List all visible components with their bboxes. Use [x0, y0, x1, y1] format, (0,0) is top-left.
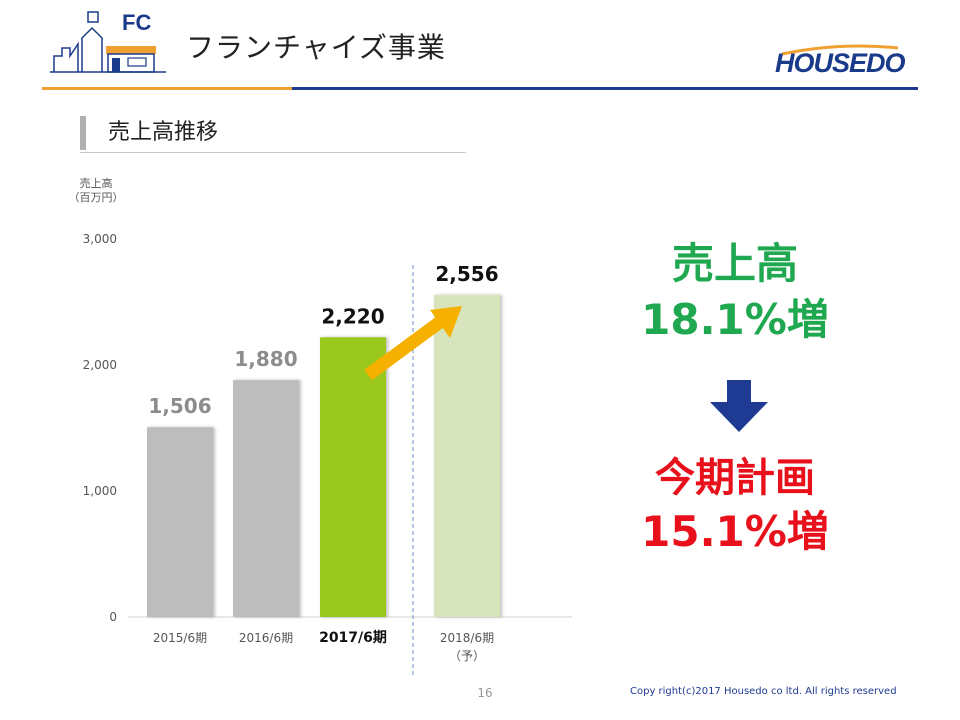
- y-tick-label: 2,000: [83, 358, 117, 372]
- x-tick-label: 2015/6期: [153, 631, 207, 645]
- bar-value-label: 2,556: [435, 262, 498, 286]
- sales-growth-value: 18.1%増: [641, 295, 829, 344]
- y-tick-label: 3,000: [83, 232, 117, 246]
- down-arrow-icon: [710, 380, 768, 432]
- bar-2016/6期: [233, 380, 299, 617]
- bar-value-label: 2,220: [321, 304, 384, 328]
- x-tick-label: 2017/6期: [319, 630, 387, 646]
- bar-value-label: 1,506: [148, 394, 211, 418]
- bar-2017/6期: [320, 337, 386, 617]
- bar-2018/6期: [434, 294, 500, 617]
- x-tick-label: 2018/6期: [440, 631, 494, 645]
- x-tick-sublabel: （予）: [449, 649, 485, 663]
- y-tick-label: 0: [109, 610, 117, 624]
- fc-house-logo-icon: [48, 8, 168, 82]
- bar-2015/6期: [147, 427, 213, 617]
- brand-swoosh-icon: [781, 44, 899, 56]
- fc-logo-text: FC: [122, 10, 152, 35]
- growth-arrow-icon: [364, 306, 462, 381]
- page-title: フランチャイズ事業: [186, 31, 446, 64]
- page-number: 16: [477, 686, 493, 700]
- sales-label: 売上高: [671, 239, 798, 288]
- section-title: 売上高推移: [108, 120, 219, 145]
- header-divider-orange: [42, 87, 292, 90]
- plan-growth-value: 15.1%増: [641, 507, 829, 556]
- y-tick-label: 1,000: [83, 484, 117, 498]
- header-divider-navy: [292, 87, 918, 90]
- copyright-notice: Copy right(c)2017 Housedo co ltd. All ri…: [630, 686, 897, 697]
- x-tick-label: 2016/6期: [239, 631, 293, 645]
- housedo-brand-logo: HOUSEDO: [775, 48, 906, 78]
- section-marker: [80, 116, 86, 150]
- y-axis-label: （百万円）: [69, 191, 124, 204]
- bar-value-label: 1,880: [234, 347, 297, 371]
- plan-label: 今期計画: [655, 455, 815, 501]
- y-axis-label: 売上高: [80, 176, 113, 190]
- section-underline: [80, 152, 466, 153]
